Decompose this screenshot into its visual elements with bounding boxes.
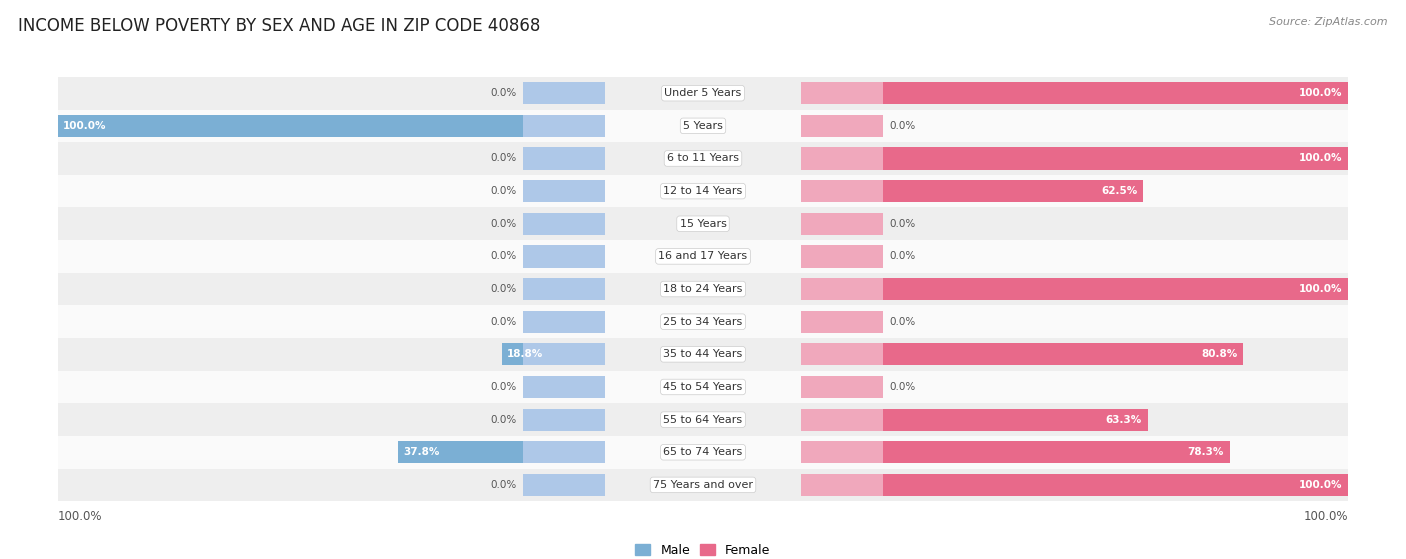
Bar [58, 207, 1348, 240]
Bar [801, 180, 883, 202]
Bar [523, 82, 605, 105]
Text: 6 to 11 Years: 6 to 11 Years [666, 154, 740, 163]
Text: 15 Years: 15 Years [679, 219, 727, 229]
Text: 100.0%: 100.0% [63, 121, 107, 131]
Bar [801, 311, 883, 333]
Text: 0.0%: 0.0% [491, 317, 517, 326]
Text: 18.8%: 18.8% [508, 349, 544, 359]
Text: 18 to 24 Years: 18 to 24 Years [664, 284, 742, 294]
Bar [883, 278, 1348, 300]
Bar [883, 474, 1348, 496]
Text: 63.3%: 63.3% [1105, 415, 1142, 425]
Text: 100.0%: 100.0% [1299, 154, 1343, 163]
Bar [58, 371, 1348, 403]
Bar [883, 180, 1143, 202]
Text: Under 5 Years: Under 5 Years [665, 88, 741, 98]
Text: 55 to 64 Years: 55 to 64 Years [664, 415, 742, 425]
Bar [58, 403, 1348, 436]
Bar [523, 474, 605, 496]
Text: 100.0%: 100.0% [58, 510, 103, 523]
Text: 12 to 14 Years: 12 to 14 Years [664, 186, 742, 196]
Text: 5 Years: 5 Years [683, 121, 723, 131]
Bar [883, 441, 1229, 463]
Bar [58, 77, 1348, 110]
Bar [58, 305, 1348, 338]
Bar [523, 212, 605, 235]
Text: 0.0%: 0.0% [889, 219, 915, 229]
Bar [58, 273, 1348, 305]
Bar [523, 180, 605, 202]
Text: 65 to 74 Years: 65 to 74 Years [664, 447, 742, 457]
Bar [398, 441, 523, 463]
Text: 0.0%: 0.0% [889, 382, 915, 392]
Bar [58, 240, 1348, 273]
Bar [883, 82, 1348, 105]
Text: 0.0%: 0.0% [491, 186, 517, 196]
Bar [502, 343, 523, 366]
Bar [523, 278, 605, 300]
Bar [523, 148, 605, 169]
Bar [58, 115, 523, 137]
Text: 0.0%: 0.0% [889, 252, 915, 262]
Text: 25 to 34 Years: 25 to 34 Years [664, 317, 742, 326]
Text: 100.0%: 100.0% [1303, 510, 1348, 523]
Bar [58, 468, 1348, 501]
Bar [801, 212, 883, 235]
Bar [58, 338, 1348, 371]
Legend: Male, Female: Male, Female [630, 539, 776, 559]
Bar [883, 343, 1243, 366]
Bar [523, 376, 605, 398]
Bar [523, 115, 605, 137]
Bar [58, 175, 1348, 207]
Bar [801, 82, 883, 105]
Bar [523, 343, 605, 366]
Text: 0.0%: 0.0% [491, 88, 517, 98]
Bar [801, 409, 883, 431]
Text: 100.0%: 100.0% [1299, 284, 1343, 294]
Text: 100.0%: 100.0% [1299, 480, 1343, 490]
Text: 0.0%: 0.0% [491, 284, 517, 294]
Bar [58, 110, 1348, 142]
Text: 0.0%: 0.0% [491, 382, 517, 392]
Text: 16 and 17 Years: 16 and 17 Years [658, 252, 748, 262]
Bar [883, 409, 1147, 431]
Bar [801, 376, 883, 398]
Text: 0.0%: 0.0% [889, 317, 915, 326]
Bar [801, 474, 883, 496]
Text: 0.0%: 0.0% [889, 121, 915, 131]
Text: 0.0%: 0.0% [491, 415, 517, 425]
Text: 78.3%: 78.3% [1188, 447, 1225, 457]
Bar [801, 245, 883, 268]
Text: Source: ZipAtlas.com: Source: ZipAtlas.com [1270, 17, 1388, 27]
Text: 75 Years and over: 75 Years and over [652, 480, 754, 490]
Text: 62.5%: 62.5% [1101, 186, 1137, 196]
Text: 0.0%: 0.0% [491, 480, 517, 490]
Bar [523, 409, 605, 431]
Bar [801, 441, 883, 463]
Bar [523, 441, 605, 463]
Text: 0.0%: 0.0% [491, 252, 517, 262]
Text: 35 to 44 Years: 35 to 44 Years [664, 349, 742, 359]
Bar [58, 436, 1348, 468]
Bar [801, 343, 883, 366]
Text: 100.0%: 100.0% [1299, 88, 1343, 98]
Bar [801, 148, 883, 169]
Bar [801, 278, 883, 300]
Bar [58, 142, 1348, 175]
Text: 37.8%: 37.8% [404, 447, 440, 457]
Bar [801, 115, 883, 137]
Bar [523, 245, 605, 268]
Bar [523, 311, 605, 333]
Text: 0.0%: 0.0% [491, 154, 517, 163]
Text: 80.8%: 80.8% [1202, 349, 1237, 359]
Text: INCOME BELOW POVERTY BY SEX AND AGE IN ZIP CODE 40868: INCOME BELOW POVERTY BY SEX AND AGE IN Z… [18, 17, 541, 35]
Text: 0.0%: 0.0% [491, 219, 517, 229]
Bar [883, 148, 1348, 169]
Text: 45 to 54 Years: 45 to 54 Years [664, 382, 742, 392]
